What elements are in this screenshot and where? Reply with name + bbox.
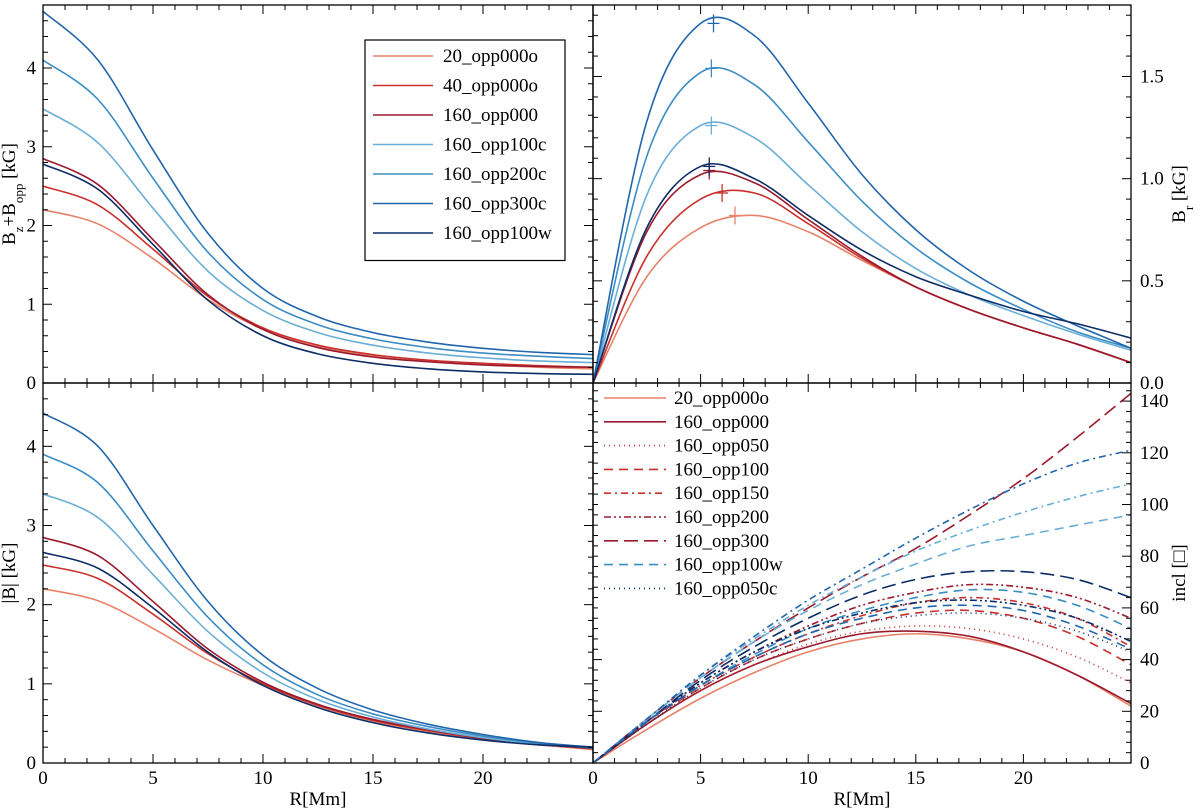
series-group bbox=[593, 14, 1131, 383]
x-tick-label: 20 bbox=[474, 768, 493, 789]
x-tick-label: 10 bbox=[254, 768, 273, 789]
y-tick-label: 0 bbox=[1140, 753, 1150, 774]
series-line-160_opp100w bbox=[43, 551, 593, 748]
series-line-160_opp300c bbox=[593, 483, 1131, 763]
legend-label-160_opp100w: 160_opp100w bbox=[674, 555, 783, 576]
legend-label-160_opp000: 160_opp000 bbox=[674, 412, 769, 433]
x-tick-label: 10 bbox=[799, 768, 818, 789]
y-tick-label: 0 bbox=[27, 753, 37, 774]
series-line-40_opp000o bbox=[593, 189, 1131, 383]
x-axis-label: R[Mm] bbox=[834, 789, 891, 810]
y-tick-label: 2 bbox=[27, 595, 37, 616]
series-group bbox=[43, 10, 593, 376]
y-axis-label: Bz+Bopp [kG] bbox=[0, 143, 26, 245]
y-tick-label: 3 bbox=[27, 516, 37, 537]
legend-label-40_opp000o: 40_opp000o bbox=[443, 76, 538, 97]
legend-label-160_opp100c: 160_opp100c bbox=[443, 135, 546, 156]
panel-bottom-left: 0 5 10 15 20 0 1 2 3 4 R[Mm] |B| [kG] bbox=[0, 382, 594, 810]
x-tick-label: 0 bbox=[588, 768, 598, 789]
y-axis-label: Br [kG] bbox=[1169, 165, 1196, 223]
legend-label-160_opp300c: 160_opp300c bbox=[443, 194, 546, 215]
series-line-160_opp200w bbox=[593, 569, 1131, 763]
x-tick-label: 15 bbox=[906, 768, 925, 789]
y-tick-label: 140 bbox=[1140, 391, 1169, 412]
y-tick-label: 60 bbox=[1140, 598, 1159, 619]
y-tick-label: 2 bbox=[27, 216, 37, 237]
x-tick-label: 5 bbox=[696, 768, 706, 789]
y-tick-label: 3 bbox=[27, 137, 37, 158]
series-line-160_opp100c bbox=[593, 604, 1131, 763]
y-tick-label: 4 bbox=[27, 436, 37, 457]
legend-label-160_opp300: 160_opp300 bbox=[674, 531, 769, 552]
series-line-160_opp100w bbox=[43, 163, 593, 376]
series-line-160_opp100c bbox=[593, 121, 1131, 383]
series-line-160_opp000 bbox=[43, 157, 593, 369]
series-line-20_opp000o bbox=[43, 588, 593, 751]
x-tick-label: 5 bbox=[148, 768, 158, 789]
y-tick-label: 1 bbox=[27, 294, 37, 315]
series-line-160_opp000 bbox=[593, 630, 1131, 763]
series-line-160_opp200c bbox=[43, 453, 593, 749]
y-tick-label: 40 bbox=[1140, 650, 1159, 671]
series-line-20_opp000o bbox=[593, 214, 1131, 383]
x-tick-label: 20 bbox=[1014, 768, 1033, 789]
legend-box bbox=[364, 39, 566, 262]
y-tick-label: 100 bbox=[1140, 494, 1169, 515]
x-axis-label: R[Mm] bbox=[290, 789, 347, 810]
legend-label-160_opp050: 160_opp050 bbox=[674, 436, 769, 457]
series-line-40_opp000o bbox=[43, 185, 593, 369]
legend-label-160_opp200: 160_opp200 bbox=[674, 507, 769, 528]
y-tick-label: 0 bbox=[27, 373, 37, 394]
panel-bottom-right: 0 5 10 15 20 0 20 40 60 80 100 120 140 R[Mm] incl [□] 2… bbox=[588, 382, 1190, 810]
series-line-160_opp100w bbox=[593, 162, 1131, 383]
axes-frame bbox=[592, 382, 1132, 764]
series-line-160_opp300w bbox=[593, 449, 1131, 763]
series-line-160_opp000 bbox=[43, 536, 593, 750]
legend-label-20_opp000o: 20_opp000o bbox=[674, 388, 769, 409]
legend-label-20_opp000o: 20_opp000o bbox=[443, 46, 538, 67]
y-axis-label: |B| [kG] bbox=[0, 543, 20, 604]
legend-label-160_opp150: 160_opp150 bbox=[674, 483, 769, 504]
series-line-40_opp000o bbox=[43, 564, 593, 750]
y-tick-label: 120 bbox=[1140, 443, 1169, 464]
y-tick-label: 80 bbox=[1140, 546, 1159, 567]
series-line-160_opp050c bbox=[593, 612, 1131, 763]
series-line-160_opp100w bbox=[593, 588, 1131, 763]
series-group bbox=[593, 392, 1131, 763]
series-line-160_opp100c bbox=[43, 493, 593, 749]
y-tick-label: 1 bbox=[27, 674, 37, 695]
series-line-160_opp200c bbox=[593, 66, 1131, 383]
x-tick-label: 0 bbox=[38, 768, 48, 789]
series-line-160_opp300c bbox=[43, 412, 593, 748]
panel-top-right: 0.0 0.5 1.0 1.5 Br [kG] bbox=[592, 4, 1196, 394]
series-line-160_opp050 bbox=[593, 625, 1131, 763]
series-line-160_opp000 bbox=[593, 170, 1131, 383]
legend-label-160_opp200c: 160_opp200c bbox=[443, 164, 546, 185]
y-tick-label: 0.5 bbox=[1140, 271, 1164, 292]
series-line-160_opp300c bbox=[43, 10, 593, 356]
legend-box bbox=[598, 387, 792, 610]
series-line-160_opp150w bbox=[593, 599, 1131, 763]
series-line-160_opp200c bbox=[43, 59, 593, 360]
series-line-160_opp300c bbox=[593, 16, 1131, 383]
y-tick-label: 1.0 bbox=[1140, 169, 1164, 190]
series-line-160_opp150 bbox=[593, 596, 1131, 763]
y-tick-label: 0.0 bbox=[1140, 373, 1164, 394]
legend-label-160_opp000: 160_opp000 bbox=[443, 105, 538, 126]
series-line-160_opp200c bbox=[593, 514, 1131, 763]
y-tick-label: 20 bbox=[1140, 701, 1159, 722]
y-axis-label: incl [□] bbox=[1169, 544, 1190, 601]
legend-label-160_opp100w: 160_opp100w bbox=[443, 223, 552, 244]
legend-label-160_opp050c: 160_opp050c bbox=[674, 578, 777, 599]
y-tick-label: 1.5 bbox=[1140, 67, 1164, 88]
series-line-160_opp100c bbox=[43, 108, 593, 364]
y-tick-label: 4 bbox=[27, 58, 37, 79]
panel-top-left: 0 1 2 3 4 Bz+Bopp [kG] 20_opp000o 40_opp000o 160… bbox=[0, 4, 594, 394]
x-tick-label: 15 bbox=[364, 768, 383, 789]
series-group bbox=[43, 412, 593, 751]
legend-label-160_opp100: 160_opp100 bbox=[674, 459, 769, 480]
